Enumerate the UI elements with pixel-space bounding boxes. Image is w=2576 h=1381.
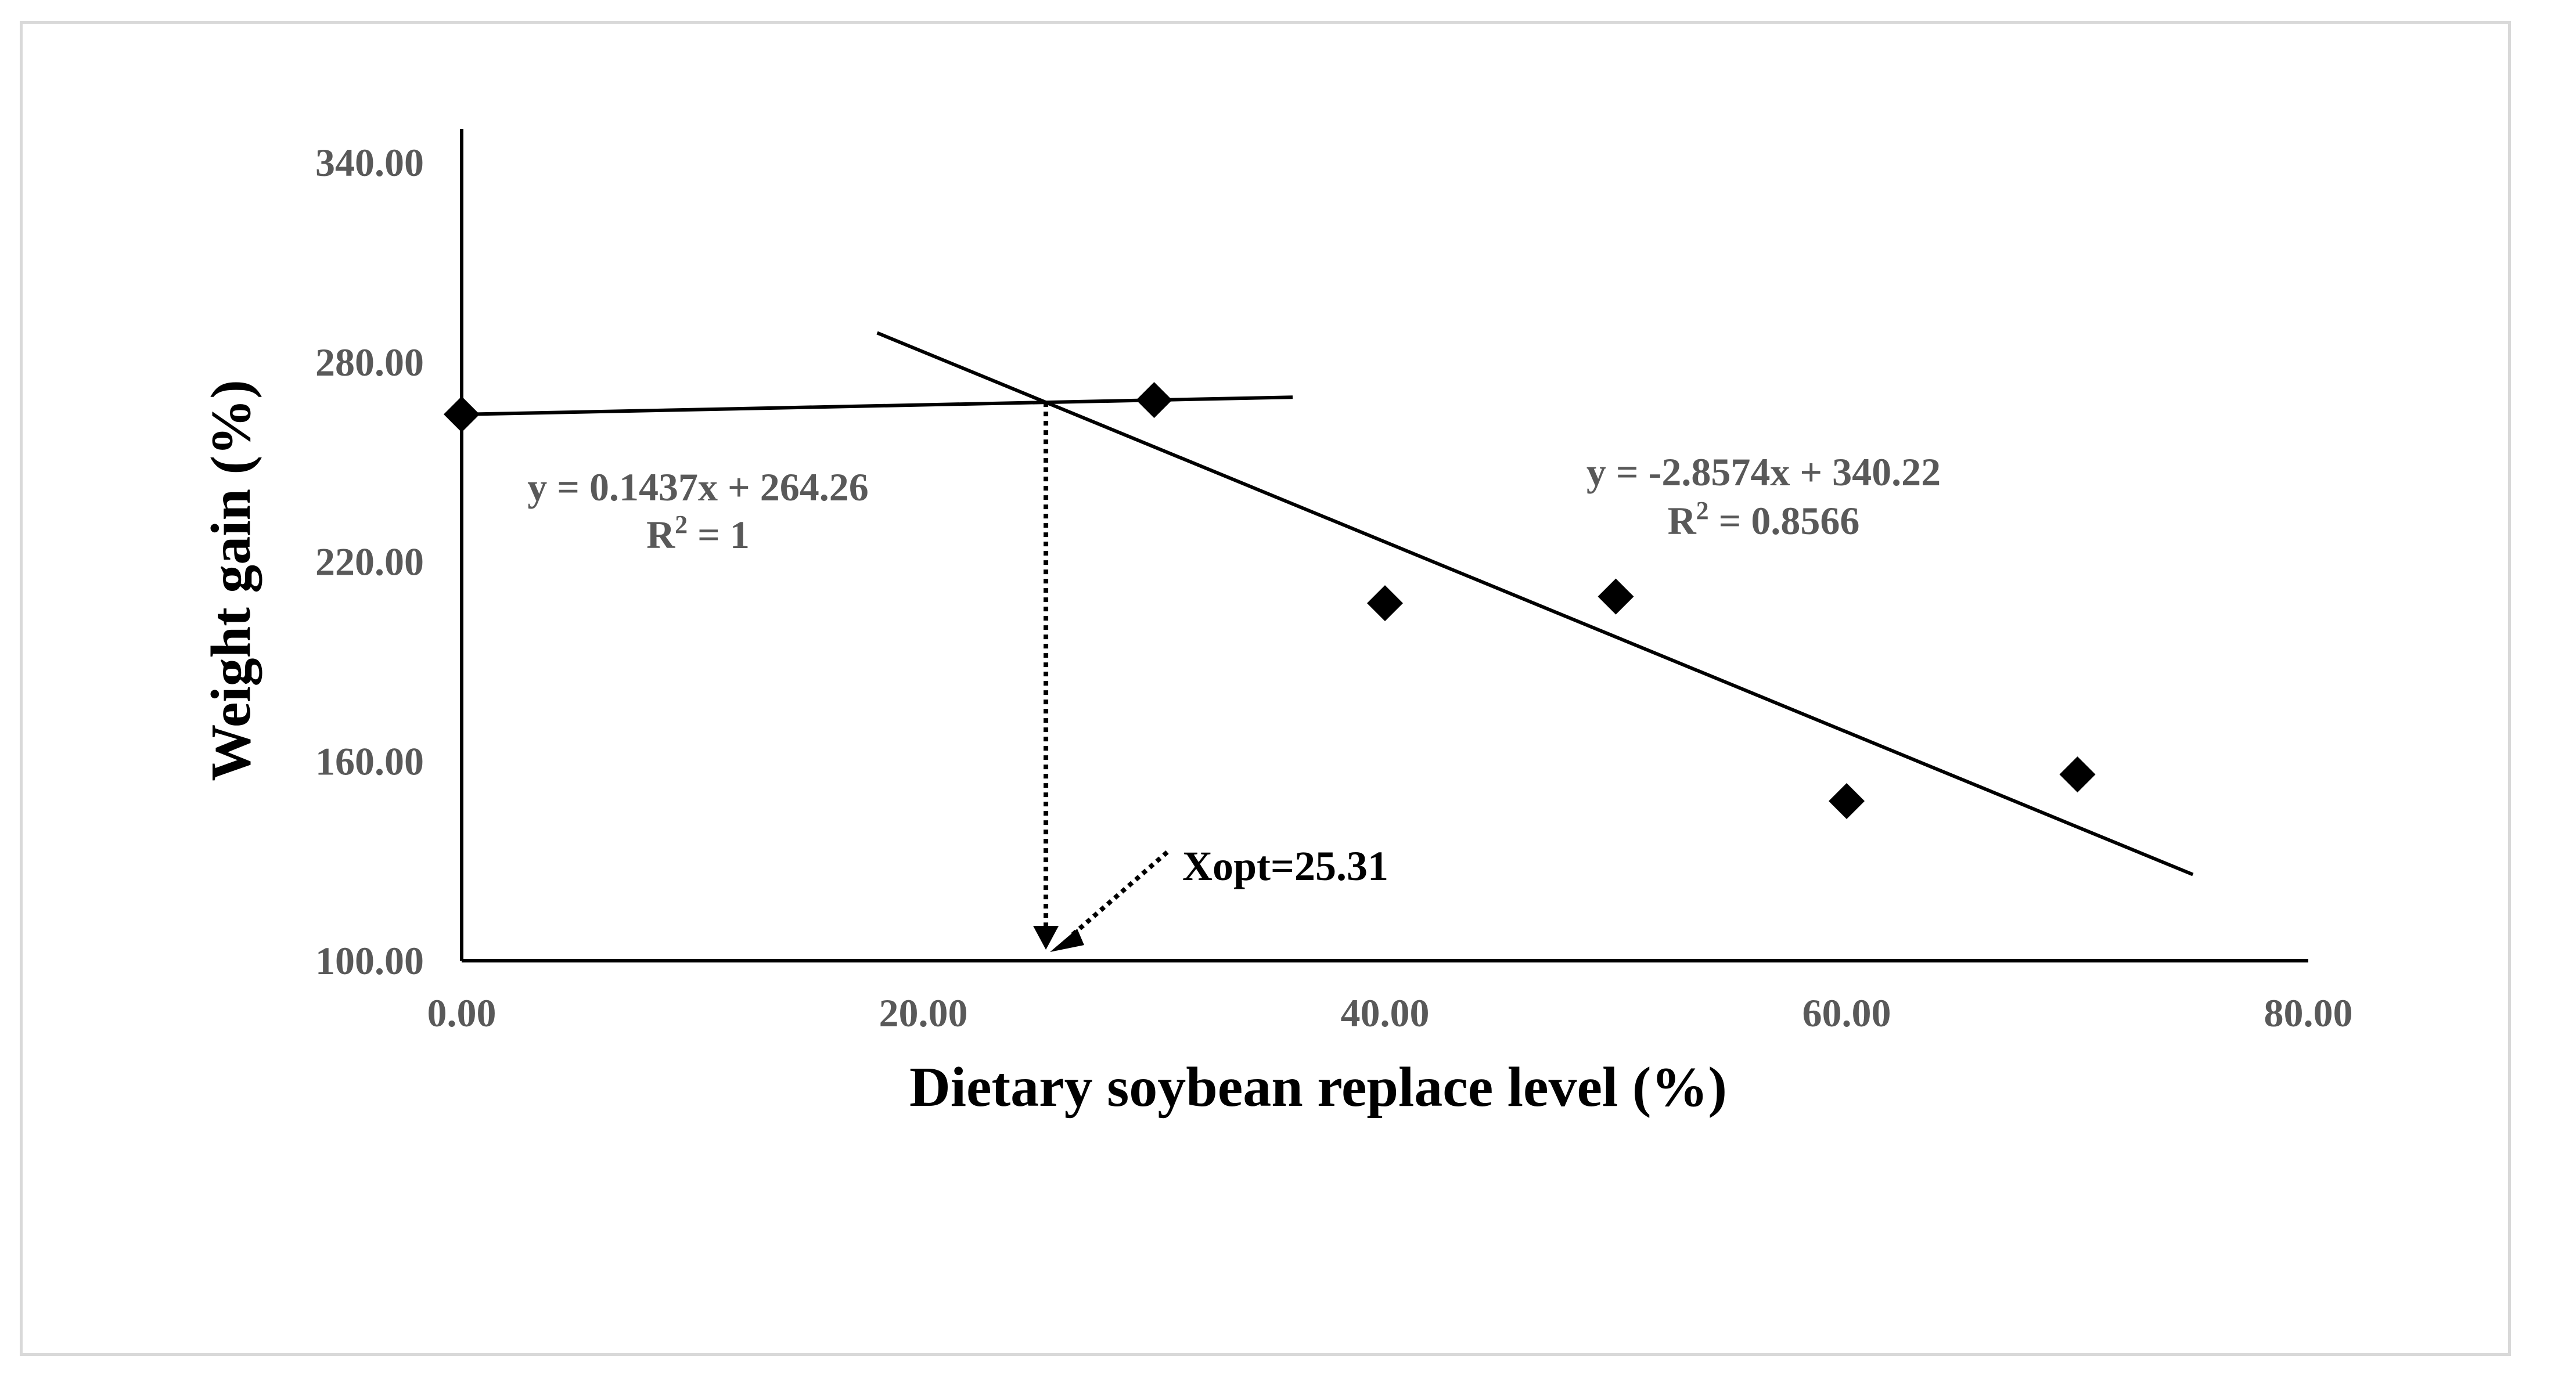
xopt-pointer-arrowhead (1050, 929, 1084, 952)
y-tick-label: 220.00 (315, 540, 424, 584)
data-points (444, 382, 2096, 819)
data-point-diamond (2059, 756, 2096, 793)
xopt-pointer-line (1070, 850, 1169, 938)
xopt-annotation (1033, 402, 1169, 952)
decline-r2: R2 = 0.8566 (1668, 496, 1860, 543)
plateau-equation: y = 0.1437x + 264.26 (527, 465, 869, 509)
y-tick-label: 100.00 (315, 939, 424, 983)
x-tick-label: 60.00 (1803, 991, 1891, 1035)
x-tick-label: 0.00 (427, 991, 497, 1035)
trendlines (461, 331, 2194, 877)
xopt-label: Xopt=25.31 (1182, 843, 1388, 889)
x-axis-title: Dietary soybean replace level (%) (909, 1056, 1727, 1119)
data-point-diamond (1829, 783, 1865, 819)
xopt-drop-arrowhead (1033, 926, 1059, 950)
data-point-diamond (1367, 585, 1403, 622)
trendline-decline (876, 331, 2194, 877)
x-tick-label: 80.00 (2264, 991, 2353, 1035)
axes (460, 129, 2308, 962)
x-tick-label: 40.00 (1341, 991, 1430, 1035)
data-point-diamond (1598, 578, 1634, 615)
data-point-diamond (1136, 382, 1172, 419)
chart-frame (20, 21, 2511, 1356)
y-tick-label: 340.00 (315, 140, 424, 185)
y-tick-label: 280.00 (315, 340, 424, 384)
plateau-r2: R2 = 1 (646, 510, 750, 557)
x-tick-label: 20.00 (879, 991, 968, 1035)
y-axis-title: Weight gain (%) (200, 380, 262, 781)
y-tick-label: 160.00 (315, 739, 424, 783)
decline-equation: y = -2.8574x + 340.22 (1586, 450, 1941, 494)
tick-labels: 100.00 160.00 220.00 280.00 340.00 0.00 20.00 4… (315, 140, 2353, 1035)
data-point-diamond (444, 396, 480, 432)
